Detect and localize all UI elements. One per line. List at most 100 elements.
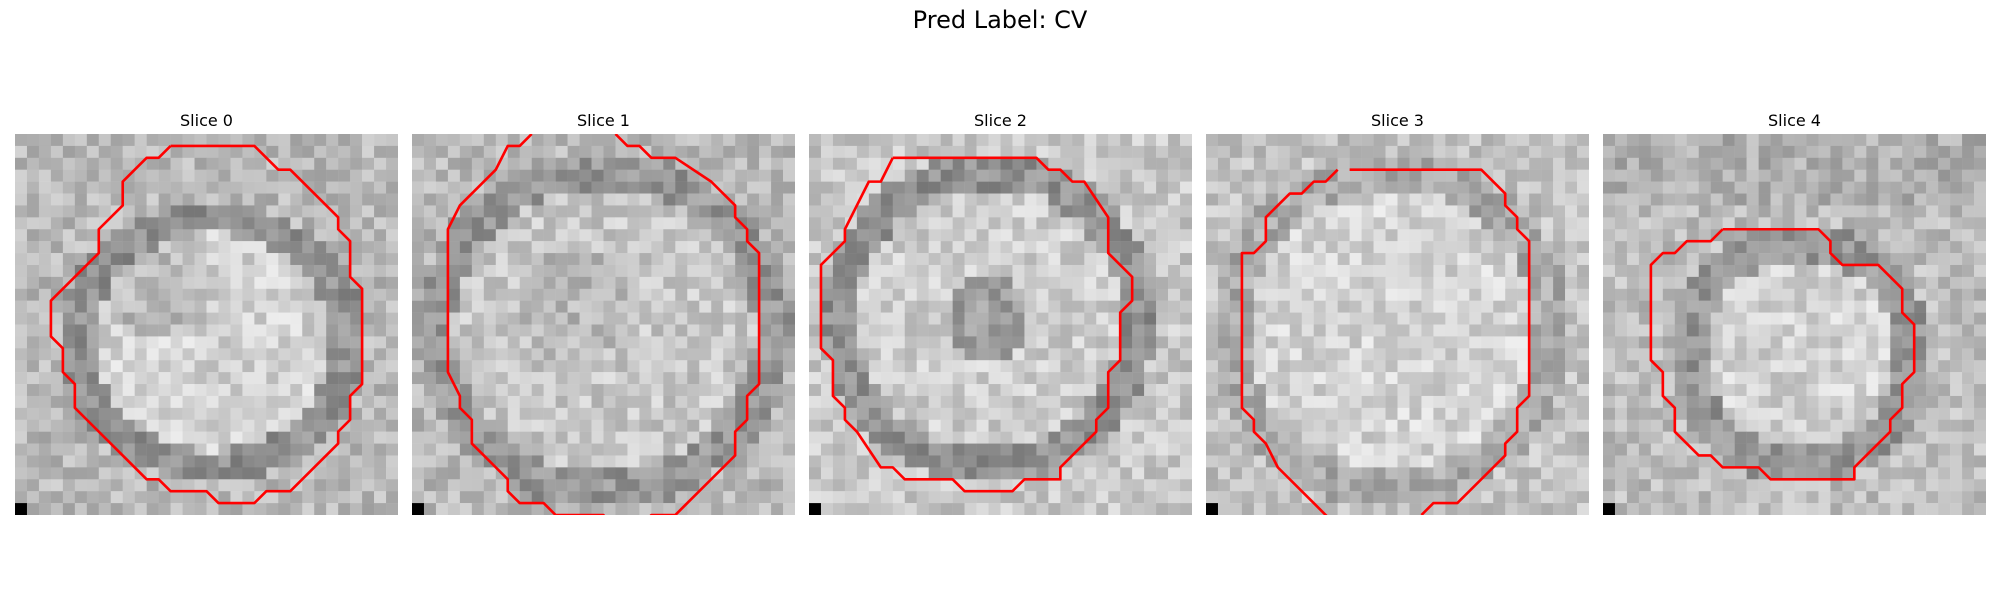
slice-pixel	[1529, 372, 1542, 385]
slice-pixel	[50, 181, 64, 194]
slice-pixel	[1541, 419, 1554, 432]
slice-pixel	[832, 169, 846, 182]
slice-pixel	[723, 419, 736, 432]
slice-pixel	[579, 491, 592, 504]
slice-pixel	[687, 443, 700, 456]
slice-pixel	[1301, 134, 1314, 147]
slice-pixel	[1385, 217, 1398, 230]
slice-pixel	[1794, 241, 1807, 254]
slice-pixel	[1253, 443, 1267, 456]
slice-pixel	[735, 264, 748, 278]
slice-pixel	[1289, 217, 1302, 230]
slice-pixel	[1397, 479, 1410, 492]
slice-pixel	[1361, 407, 1374, 420]
slice-pixel	[1698, 288, 1711, 301]
slice-pixel	[338, 169, 351, 182]
slice-pixel	[759, 300, 772, 313]
slice-pixel	[675, 384, 688, 397]
slice-pixel	[904, 348, 917, 361]
slice-pixel	[302, 324, 315, 337]
slice-pixel	[50, 145, 64, 159]
slice-pixel	[1938, 419, 1951, 432]
slice-image	[412, 134, 795, 515]
slice-pixel	[1206, 253, 1219, 266]
slice-pixel	[820, 419, 834, 432]
slice-pixel	[1938, 253, 1951, 266]
slice-pixel	[1024, 312, 1037, 325]
slice-pixel	[1457, 503, 1470, 515]
slice-pixel	[1553, 395, 1566, 409]
slice-pixel	[1433, 253, 1446, 266]
slice-pixel	[206, 419, 219, 432]
slice-pixel	[1206, 336, 1219, 349]
slice-pixel	[1349, 443, 1362, 456]
slice-pixel	[362, 134, 375, 147]
slice-pixel	[1421, 145, 1434, 159]
slice-pixel	[1734, 360, 1747, 373]
slice-pixel	[254, 324, 267, 337]
slice-pixel	[86, 229, 100, 242]
slice-pixel	[1084, 372, 1097, 385]
slice-pixel	[832, 467, 846, 480]
slice-pixel	[1974, 217, 1986, 230]
slice-pixel	[699, 276, 712, 290]
slice-pixel	[15, 348, 28, 361]
slice-pixel	[1938, 193, 1951, 206]
slice-pixel	[1409, 360, 1422, 373]
slice-pixel	[1481, 419, 1494, 432]
slice-pixel	[1553, 312, 1566, 325]
slice-pixel	[1517, 241, 1530, 254]
slice-pixel	[880, 336, 894, 349]
slice-pixel	[1722, 276, 1735, 290]
slice-pixel	[1638, 384, 1652, 397]
slice-pixel	[771, 443, 784, 456]
slice-pixel	[471, 312, 485, 325]
slice-pixel	[1048, 372, 1061, 385]
slice-pixel	[158, 324, 171, 337]
slice-pixel	[519, 181, 532, 194]
slice-pixel	[1902, 253, 1915, 266]
slice-pixel	[230, 145, 243, 159]
slice-pixel	[1168, 503, 1181, 515]
slice-pixel	[134, 134, 147, 147]
slice-pixel	[1084, 407, 1097, 420]
slice-pixel	[1000, 241, 1013, 254]
slice-pixel	[519, 157, 532, 170]
slice-pixel	[1180, 288, 1192, 301]
slice-pixel	[1072, 241, 1085, 254]
slice-pixel	[735, 336, 748, 349]
slice-pixel	[194, 312, 207, 325]
slice-pixel	[134, 491, 147, 504]
slice-pixel	[242, 336, 255, 349]
slice-pixel	[627, 145, 640, 159]
slice-pixel	[579, 169, 592, 182]
slice-pixel	[1830, 205, 1843, 218]
slice-pixel	[675, 300, 688, 313]
slice-pixel	[711, 300, 724, 313]
slice-pixel	[412, 384, 425, 397]
slice-pixel	[1614, 419, 1628, 432]
slice-pixel	[1818, 384, 1831, 397]
slice-pixel	[1012, 419, 1025, 432]
slice-pixel	[1565, 241, 1578, 254]
slice-pixel	[1614, 455, 1628, 468]
slice-pixel	[374, 479, 387, 492]
slice-pixel	[1373, 407, 1386, 420]
slice-pixel	[1746, 312, 1759, 325]
slice-pixel	[916, 157, 929, 170]
slice-pixel	[1180, 503, 1192, 515]
slice-pixel	[735, 229, 748, 242]
slice-pixel	[759, 134, 772, 147]
slice-pixel	[1626, 431, 1640, 444]
slice-pixel	[771, 324, 784, 337]
slice-pixel	[1325, 348, 1338, 361]
slice-pixel	[1313, 431, 1326, 444]
slice-pixel	[302, 443, 315, 456]
slice-pixel	[555, 181, 568, 194]
slice-pixel	[567, 455, 580, 468]
slice-pixel	[314, 467, 327, 480]
slice-pixel	[1626, 360, 1640, 373]
slice-pixel	[603, 134, 616, 147]
slice-pixel	[1794, 253, 1807, 266]
slice-pixel	[350, 264, 363, 278]
